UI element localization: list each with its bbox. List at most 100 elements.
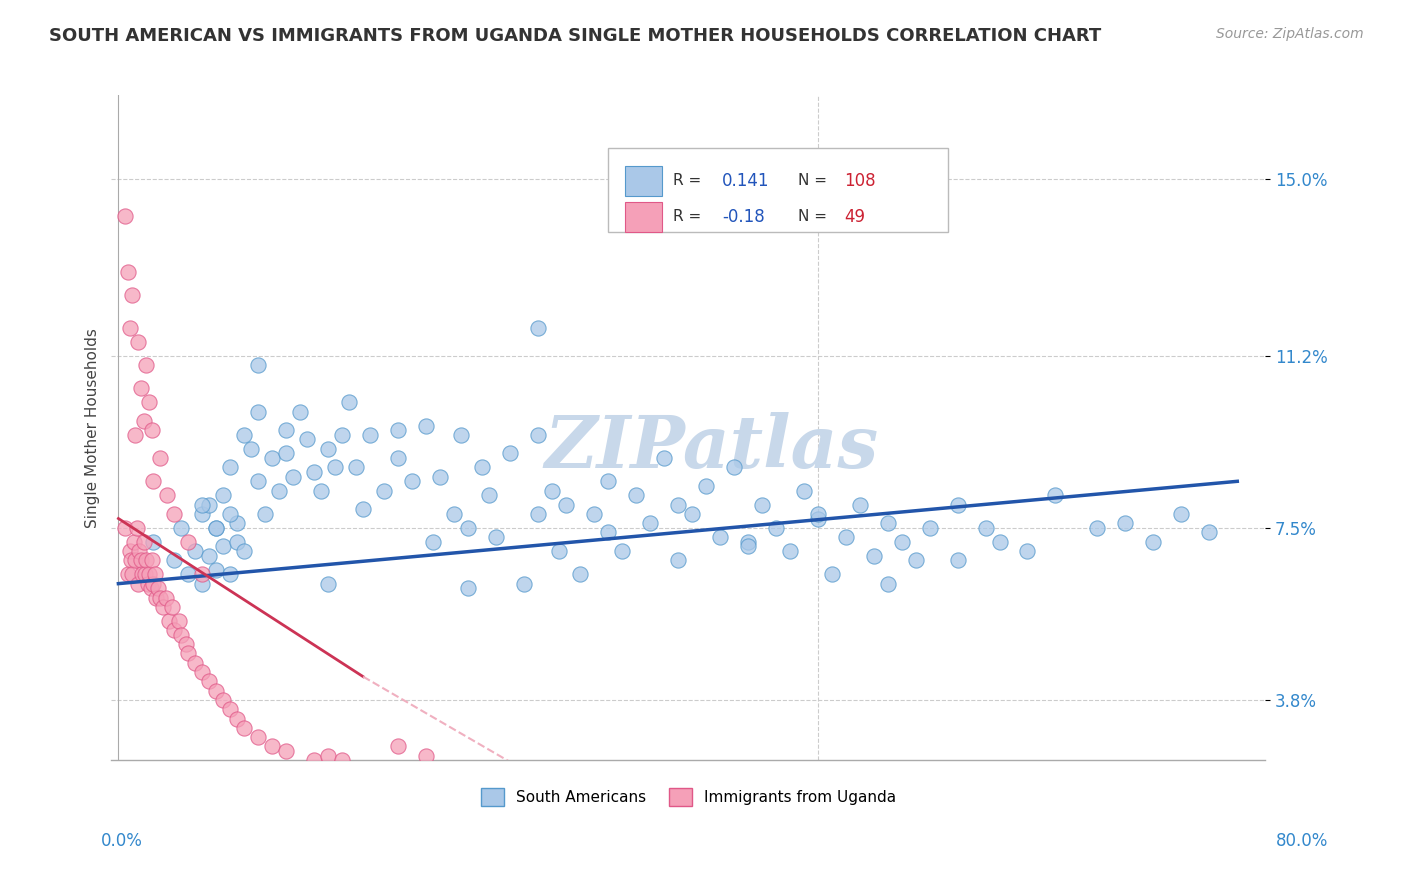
Point [946,553,969,567]
Text: SOUTH AMERICAN VS IMMIGRANTS FROM UGANDA SINGLE MOTHER HOUSEHOLDS CORRELATION CH: SOUTH AMERICAN VS IMMIGRANTS FROM UGANDA… [49,27,1101,45]
Point [330,427,353,442]
Text: 49: 49 [844,208,865,226]
Point [283,469,305,483]
Text: N =: N = [799,173,832,188]
Point [848,498,870,512]
Point [128,544,150,558]
Point [527,321,550,335]
Point [568,567,591,582]
Point [117,567,139,582]
Y-axis label: Single Mother Households: Single Mother Households [86,328,100,528]
Point [610,544,633,558]
Point [904,553,927,567]
Point [212,488,235,502]
Point [127,576,149,591]
Point [146,582,169,596]
Point [624,488,647,502]
Point [344,460,367,475]
Point [751,498,773,512]
FancyBboxPatch shape [624,202,662,232]
Point [415,418,437,433]
Point [132,534,155,549]
Point [136,576,159,591]
Point [247,730,270,744]
Point [149,451,172,466]
Point [737,534,759,549]
Point [149,591,172,605]
Point [387,451,409,466]
Point [233,721,256,735]
Point [330,753,353,767]
Point [226,516,249,531]
Point [233,427,256,442]
Point [163,553,186,567]
Point [478,488,501,502]
Point [247,358,270,372]
Point [129,553,152,567]
Point [114,521,136,535]
Point [177,534,200,549]
Point [1017,544,1039,558]
Point [779,544,801,558]
Point [765,521,787,535]
Point [946,498,969,512]
Point [793,483,815,498]
Point [177,567,200,582]
Point [124,427,146,442]
Point [555,498,578,512]
Point [422,534,444,549]
Point [226,534,249,549]
Point [807,511,830,525]
Point [205,521,228,535]
Point [247,475,270,489]
Point [219,567,242,582]
Point [1142,534,1164,549]
Point [198,498,221,512]
Point [297,433,319,447]
Point [638,516,661,531]
FancyBboxPatch shape [607,148,948,232]
Point [415,748,437,763]
Point [821,567,844,582]
Point [681,507,703,521]
Point [152,599,174,614]
Point [316,576,339,591]
Point [138,567,160,582]
Point [177,647,200,661]
Point [1045,488,1067,502]
Point [118,544,141,558]
Point [219,460,242,475]
Point [118,321,141,335]
Point [145,591,167,605]
Point [276,423,298,437]
Point [247,404,270,418]
Point [205,683,228,698]
Point [373,483,395,498]
Point [862,549,884,563]
Point [316,748,339,763]
Point [131,567,153,582]
Point [163,623,186,637]
Point [890,534,912,549]
Point [142,534,165,549]
Point [125,521,148,535]
Point [309,483,332,498]
Point [652,451,675,466]
Point [170,628,193,642]
Point [596,525,619,540]
Point [450,427,472,442]
Point [974,521,997,535]
Point [1114,516,1136,531]
Text: Source: ZipAtlas.com: Source: ZipAtlas.com [1216,27,1364,41]
Point [262,451,284,466]
Point [191,498,214,512]
Point [191,576,214,591]
Point [443,507,465,521]
Point [290,404,312,418]
Point [135,358,157,372]
Point [666,553,689,567]
Point [1087,521,1109,535]
Point [240,442,263,456]
Point [191,665,214,679]
Point [269,483,291,498]
